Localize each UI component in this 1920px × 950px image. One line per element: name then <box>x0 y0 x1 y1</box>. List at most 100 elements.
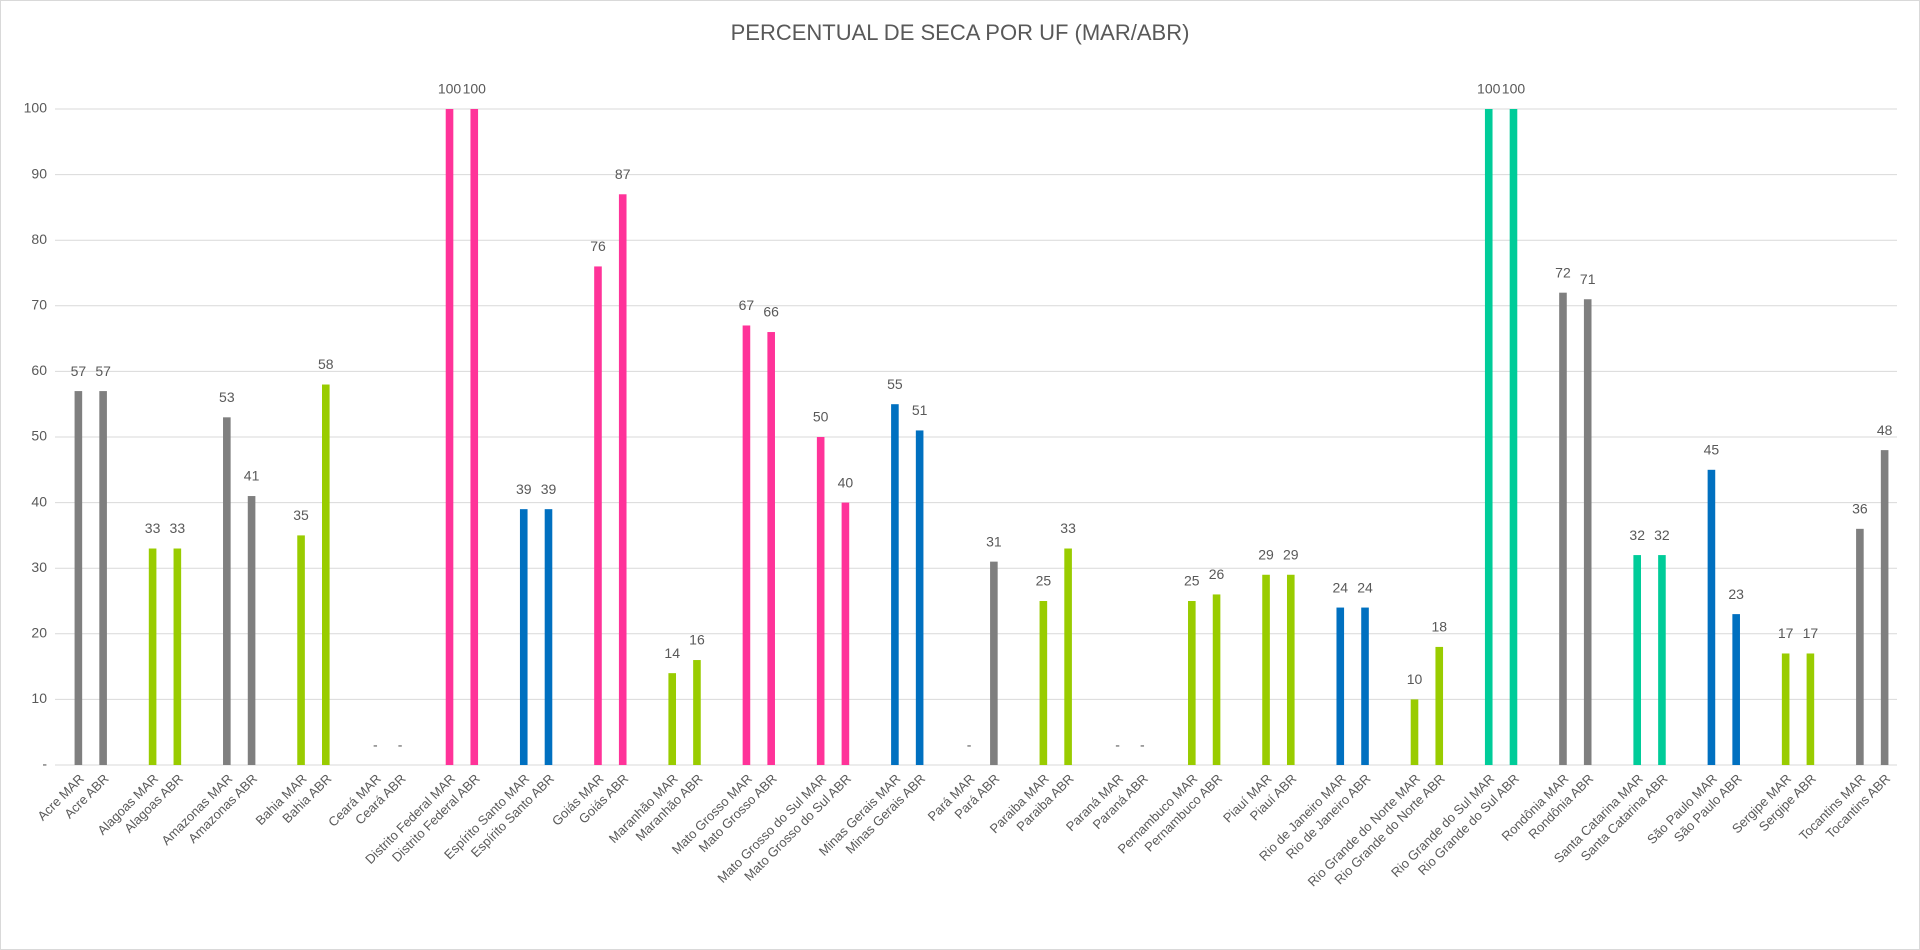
data-label: 36 <box>1852 501 1868 517</box>
data-label: 17 <box>1803 625 1819 641</box>
data-label: 57 <box>95 363 111 379</box>
bar <box>1286 574 1295 765</box>
data-label: 45 <box>1704 442 1720 458</box>
data-label: 55 <box>887 376 903 392</box>
bar <box>1583 299 1592 765</box>
bar <box>668 673 677 765</box>
data-label: 33 <box>170 520 186 536</box>
data-label: 51 <box>912 402 928 418</box>
bar <box>247 496 256 765</box>
bar <box>148 548 157 765</box>
bar <box>693 660 701 765</box>
y-tick-label: 50 <box>31 428 47 444</box>
data-label: 31 <box>986 533 1002 549</box>
bar <box>1410 699 1419 765</box>
data-label: 66 <box>763 304 779 320</box>
bar <box>816 437 825 765</box>
bar <box>742 325 751 765</box>
bar <box>1509 109 1518 765</box>
data-label: 67 <box>739 297 755 313</box>
y-tick-label: 40 <box>31 493 47 509</box>
bar <box>1856 528 1864 765</box>
data-label: 100 <box>463 81 487 97</box>
bar <box>322 384 330 765</box>
data-label: - <box>967 737 972 753</box>
y-tick-label: 100 <box>24 100 48 116</box>
y-tick-label: 90 <box>31 165 47 181</box>
data-label: 87 <box>615 166 631 182</box>
bar <box>841 502 850 765</box>
bar <box>594 266 602 765</box>
data-label: - <box>373 737 378 753</box>
data-label: - <box>1115 737 1120 753</box>
data-label: 29 <box>1283 546 1299 562</box>
data-label: 26 <box>1209 566 1225 582</box>
bar <box>1559 292 1567 765</box>
data-label: 10 <box>1407 671 1423 687</box>
data-label: 76 <box>590 238 606 254</box>
y-tick-label: - <box>42 756 47 772</box>
bar <box>990 561 998 765</box>
bar <box>1806 653 1815 765</box>
bar <box>1064 548 1072 765</box>
data-label: 100 <box>1502 81 1526 97</box>
bar <box>519 509 528 765</box>
data-label: 32 <box>1629 527 1645 543</box>
bar <box>1732 614 1740 765</box>
data-label: 33 <box>145 520 161 536</box>
bar <box>767 332 775 765</box>
bar <box>297 535 305 765</box>
data-label: 57 <box>71 363 87 379</box>
data-label: 48 <box>1877 422 1893 438</box>
y-tick-label: 10 <box>31 690 47 706</box>
data-label: 14 <box>664 645 680 661</box>
bar <box>1658 555 1666 765</box>
bar <box>1484 109 1493 765</box>
data-label: 23 <box>1728 586 1744 602</box>
data-label: 17 <box>1778 625 1794 641</box>
data-label: 100 <box>1477 81 1501 97</box>
data-label: 53 <box>219 389 235 405</box>
bar <box>1781 653 1790 765</box>
data-label: 33 <box>1060 520 1076 536</box>
bar <box>470 109 479 765</box>
y-tick-label: 20 <box>31 625 47 641</box>
data-label: 24 <box>1332 579 1348 595</box>
data-label: - <box>398 737 403 753</box>
data-label: 24 <box>1357 579 1373 595</box>
data-label: 100 <box>438 81 462 97</box>
bar <box>74 391 83 765</box>
bar <box>1262 574 1270 765</box>
bar <box>1707 469 1716 765</box>
data-label: 71 <box>1580 271 1596 287</box>
data-label: 35 <box>293 507 309 523</box>
bar <box>1361 607 1369 765</box>
bar <box>1039 601 1048 765</box>
bar <box>891 404 899 765</box>
bar <box>1336 607 1345 765</box>
chart-title: PERCENTUAL DE SECA POR UF (MAR/ABR) <box>731 20 1190 45</box>
data-label: 16 <box>689 632 705 648</box>
bar <box>173 548 182 765</box>
bar <box>1212 594 1221 765</box>
data-label: - <box>1140 737 1145 753</box>
y-tick-label: 70 <box>31 297 47 313</box>
data-label: 58 <box>318 356 334 372</box>
bar <box>544 509 553 765</box>
y-tick-label: 60 <box>31 362 47 378</box>
bar <box>1435 646 1444 765</box>
data-label: 32 <box>1654 527 1670 543</box>
bar <box>223 417 231 765</box>
bar <box>1880 450 1889 765</box>
bar <box>445 109 454 765</box>
bar <box>1188 601 1196 765</box>
y-tick-label: 80 <box>31 231 47 247</box>
data-label: 41 <box>244 468 260 484</box>
data-label: 72 <box>1555 264 1571 280</box>
bar <box>99 391 107 765</box>
data-label: 25 <box>1036 573 1052 589</box>
data-label: 40 <box>838 474 854 490</box>
data-label: 50 <box>813 409 829 425</box>
